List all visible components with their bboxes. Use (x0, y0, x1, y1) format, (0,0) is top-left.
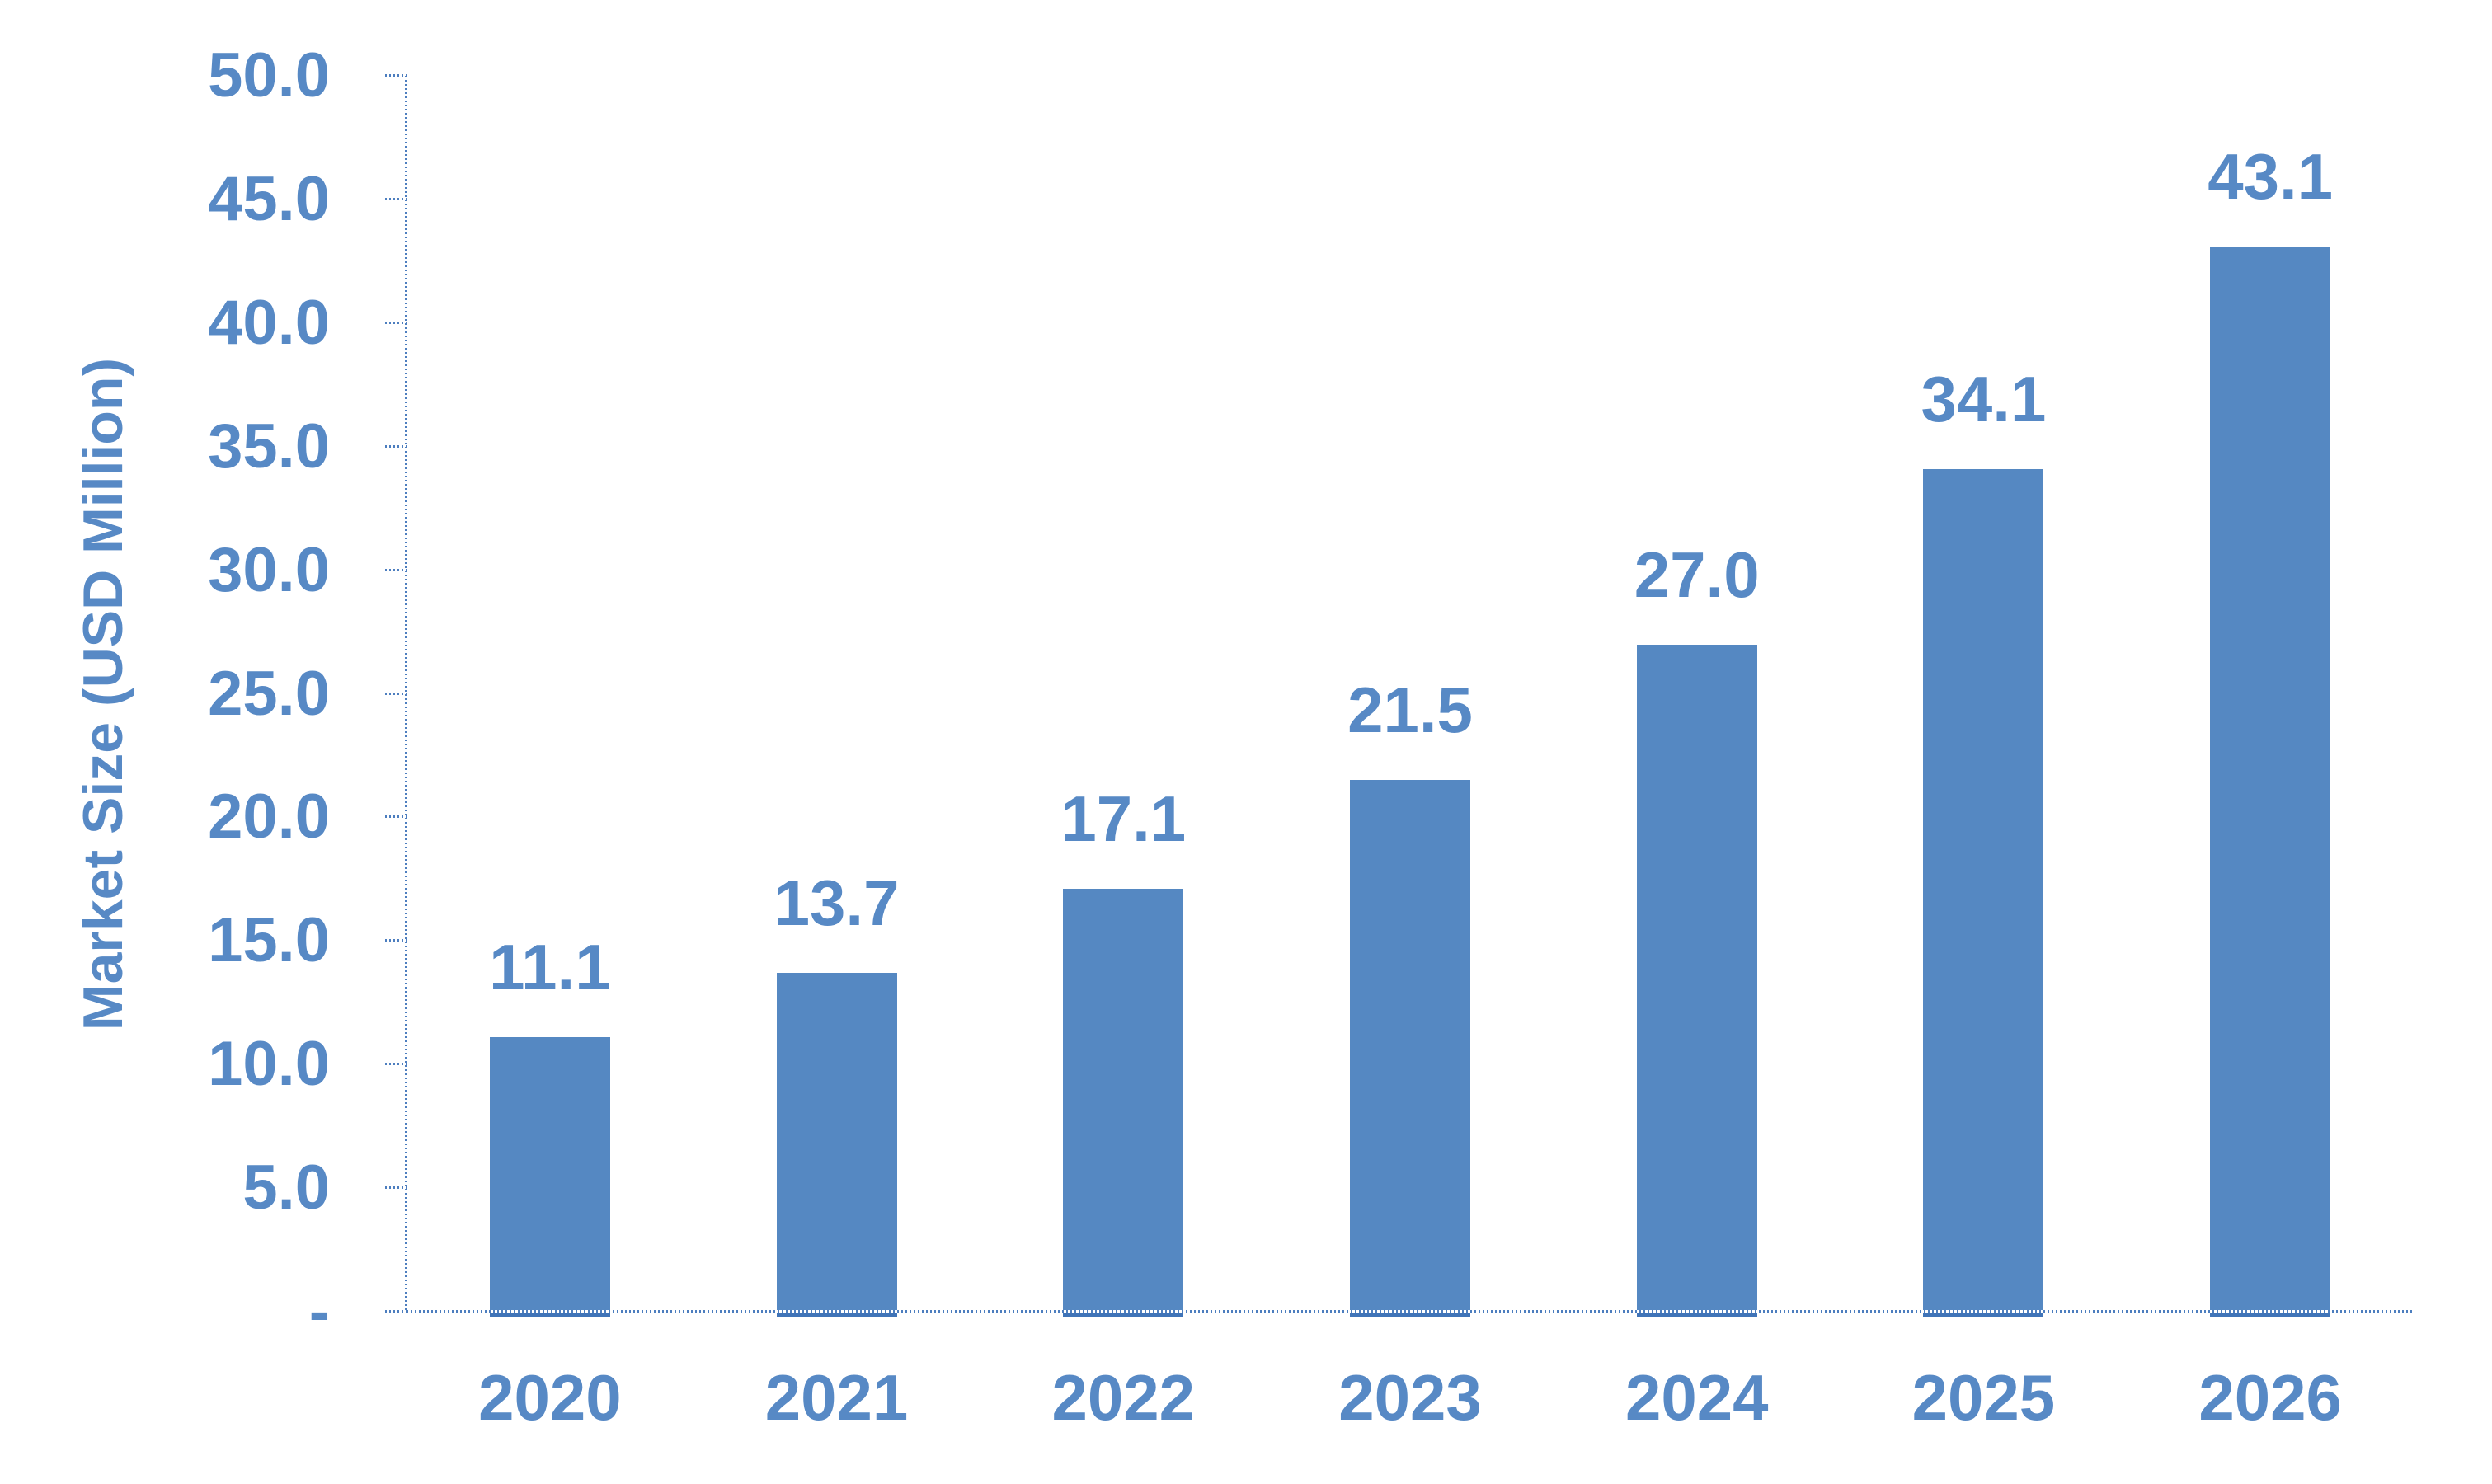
bar-value-label: 13.7 (773, 866, 900, 940)
bar-baseline-underline (2210, 1313, 2331, 1317)
bar-2022 (1063, 889, 1184, 1310)
y-tick-mark (385, 197, 407, 200)
bar-2020 (489, 1037, 610, 1310)
bar-baseline-underline (1923, 1313, 2044, 1317)
bar-baseline-underline (1350, 1313, 1470, 1317)
x-tick-label: 2021 (764, 1361, 909, 1434)
x-tick-label: 2025 (1911, 1361, 2056, 1434)
y-tick-label: 15.0 (208, 905, 330, 976)
bar-2021 (776, 973, 897, 1310)
y-tick-label: 5.0 (242, 1153, 330, 1223)
bar-value-label: 27.0 (1634, 538, 1760, 611)
bar-value-label: 17.1 (1060, 782, 1187, 856)
x-tick-label: 2023 (1338, 1361, 1482, 1434)
y-tick-mark (385, 1310, 407, 1313)
bar-value-label: 11.1 (489, 931, 611, 1004)
bar-value-label: 34.1 (1921, 362, 2047, 435)
x-tick-label: 2020 (478, 1361, 622, 1434)
bar-baseline-underline (489, 1313, 610, 1317)
bar-value-label: 21.5 (1347, 674, 1473, 747)
y-tick-mark (385, 321, 407, 324)
y-tick-mark (385, 568, 407, 571)
x-axis-line (407, 1310, 2414, 1313)
y-tick-mark (385, 815, 407, 819)
y-tick-label: 50.0 (208, 40, 330, 110)
y-tick-label: 35.0 (208, 411, 330, 481)
bar-2026 (2210, 246, 2331, 1310)
y-tick-mark (385, 1186, 407, 1190)
bar-2024 (1636, 644, 1757, 1310)
y-tick-mark (385, 1063, 407, 1066)
bar-2023 (1350, 780, 1470, 1310)
x-tick-label: 2022 (1051, 1361, 1196, 1434)
y-tick-mark (385, 444, 407, 448)
y-tick-mark (385, 74, 407, 77)
bar-baseline-underline (1063, 1313, 1184, 1317)
bar-baseline-underline (776, 1313, 897, 1317)
bar-2025 (1923, 468, 2044, 1310)
y-tick-label: 25.0 (208, 658, 330, 729)
x-tick-label: 2026 (2198, 1361, 2342, 1434)
y-tick-label: 30.0 (208, 534, 330, 605)
y-tick-label: 40.0 (208, 287, 330, 358)
x-tick-label: 2024 (1625, 1361, 1769, 1434)
y-tick-label: 45.0 (208, 163, 330, 234)
y-tick-label: 10.0 (208, 1029, 330, 1100)
bar-baseline-underline (1636, 1313, 1757, 1317)
y-tick-label: - (308, 1276, 330, 1346)
y-tick-mark (385, 692, 407, 695)
y-tick-mark (385, 939, 407, 942)
y-tick-label: 20.0 (208, 782, 330, 852)
bar-value-label: 43.1 (2208, 139, 2334, 213)
